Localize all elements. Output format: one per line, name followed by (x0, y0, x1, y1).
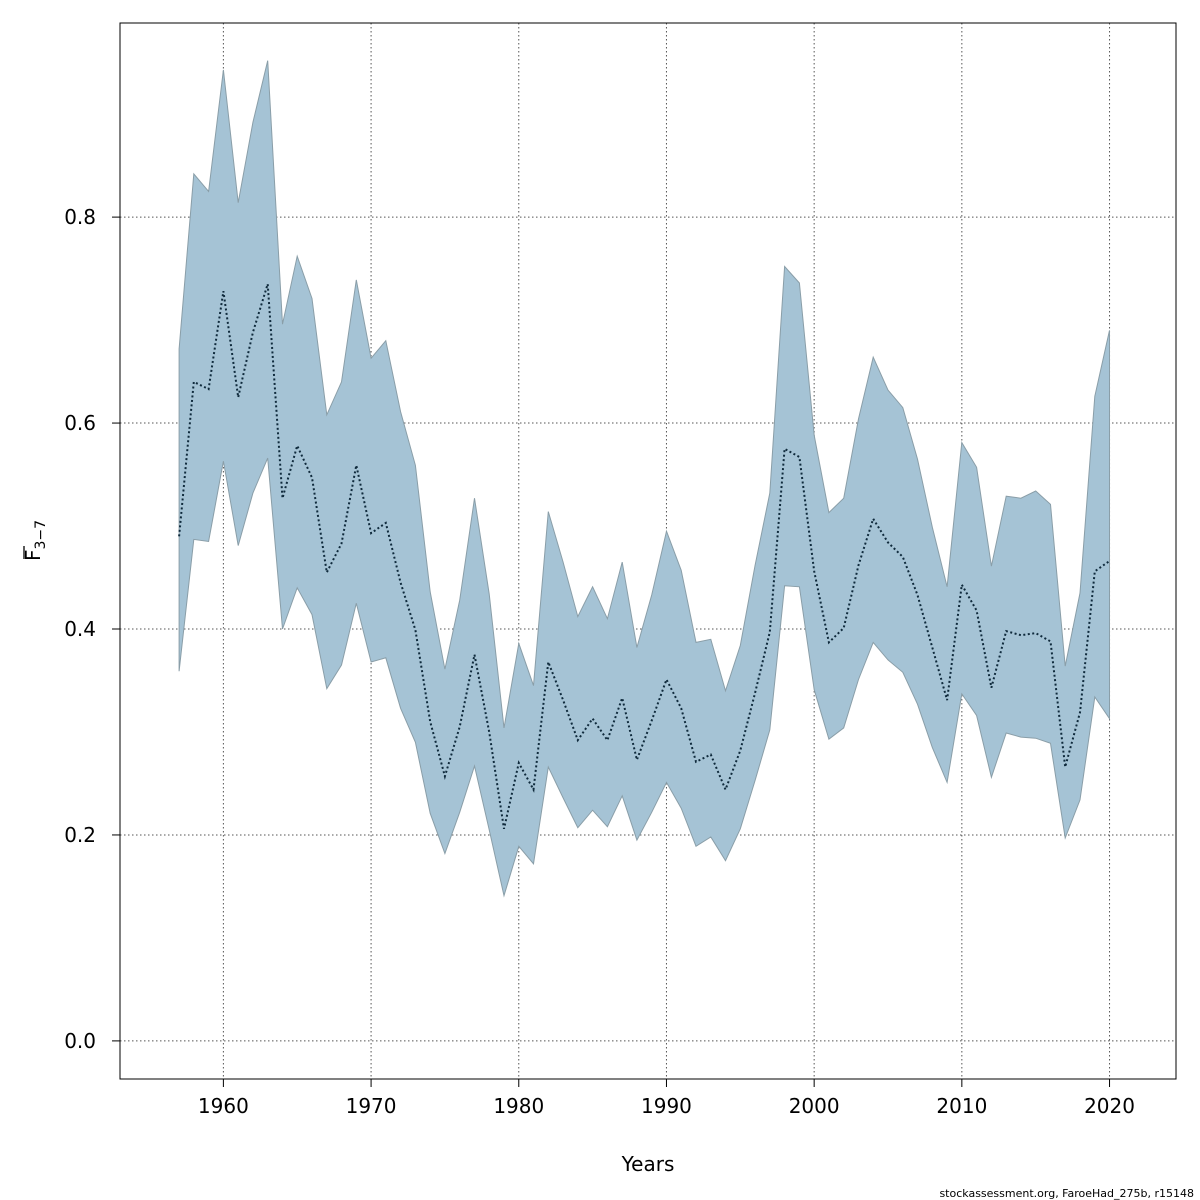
x-tick-label: 2000 (789, 1094, 840, 1118)
x-tick-label: 1990 (641, 1094, 692, 1118)
x-tick-label: 1960 (198, 1094, 249, 1118)
x-tick-label: 2020 (1084, 1094, 1135, 1118)
y-axis-title-main: F (21, 549, 45, 561)
plot-frame (119, 22, 1177, 1080)
svg-text:F3−7: F3−7 (21, 520, 49, 561)
x-tick-label: 1970 (346, 1094, 397, 1118)
y-tick-label: 0.2 (64, 823, 96, 847)
credit-text: stockassessment.org, FaroeHad_275b, r151… (939, 1187, 1194, 1200)
confidence-band (178, 60, 1110, 898)
y-tick-label: 0.6 (64, 411, 96, 435)
y-axis-title-subscript: 3−7 (33, 520, 49, 550)
y-tick-label: 0.4 (64, 617, 96, 641)
y-axis-title: F3−7 (21, 520, 49, 561)
y-axis: 0.0 0.2 0.4 0.6 0.8 (64, 205, 120, 1053)
x-tick-label: 2010 (936, 1094, 987, 1118)
x-axis: 1960 1970 1980 1990 2000 2010 2020 (198, 1079, 1135, 1118)
x-tick-label: 1980 (493, 1094, 544, 1118)
y-tick-label: 0.8 (64, 205, 96, 229)
y-tick-label: 0.0 (64, 1029, 96, 1053)
estimate-line (178, 283, 1111, 830)
x-axis-title: Years (621, 1152, 675, 1176)
